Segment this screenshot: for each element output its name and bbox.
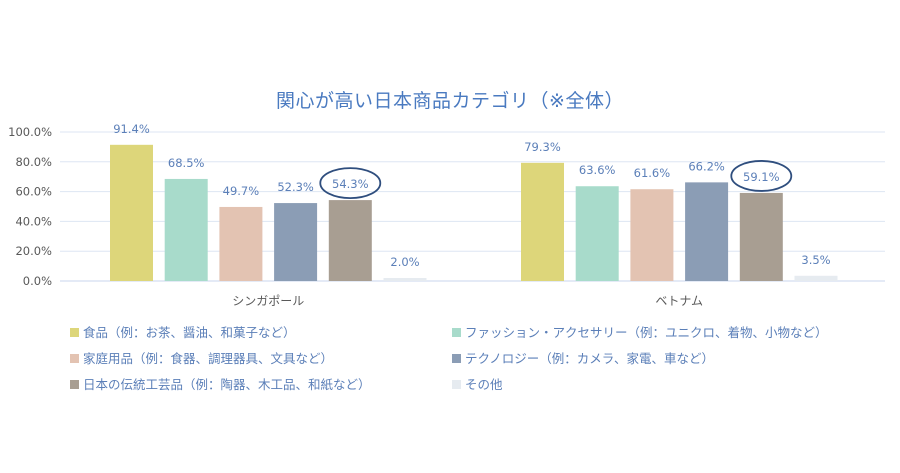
bar (685, 182, 729, 281)
chart-title: 関心が高い日本商品カテゴリ（※全体） (276, 90, 624, 112)
legend-swatch (452, 380, 461, 389)
legend-swatch (452, 328, 461, 337)
legend-item: その他 (452, 374, 503, 393)
legend-label: テクノロジー（例：カメラ、家電、車など） (465, 351, 715, 366)
bar (521, 162, 564, 281)
data-label: 79.3% (524, 140, 561, 154)
data-label: 49.7% (223, 184, 260, 198)
legend-label: ファッション・アクセサリー（例：ユニクロ、着物、小物など） (465, 325, 828, 340)
x-category-label: ベトナム (655, 294, 703, 308)
data-label: 54.3% (332, 177, 369, 191)
bar (328, 200, 372, 281)
legend-item: テクノロジー（例：カメラ、家電、車など） (452, 348, 714, 367)
y-tick-label: 0.0% (23, 274, 52, 288)
legend-swatch (70, 328, 79, 337)
legend-item: ファッション・アクセサリー（例：ユニクロ、着物、小物など） (452, 322, 828, 341)
legend-swatch (70, 354, 79, 363)
data-label: 91.4% (113, 122, 150, 136)
bar (575, 186, 619, 281)
legend-item: 食品（例：お茶、醤油、和菓子など） (70, 322, 296, 341)
data-label: 59.1% (743, 170, 780, 184)
y-tick-label: 40.0% (15, 214, 52, 228)
data-label: 3.5% (801, 253, 830, 267)
legend-label: 日本の伝統工芸品（例：陶器、木工品、和紙など） (83, 377, 371, 392)
highlight-circle (730, 160, 793, 192)
legend-swatch (70, 380, 79, 389)
legend-label: 食品（例：お茶、醤油、和菓子など） (83, 325, 296, 340)
bar (794, 275, 838, 281)
bar (383, 278, 427, 281)
bar (274, 203, 318, 281)
bar (630, 189, 674, 281)
data-label: 68.5% (168, 156, 205, 170)
y-tick-label: 100.0% (8, 125, 52, 139)
bar (739, 192, 783, 281)
legend-swatch (452, 354, 461, 363)
y-tick-label: 20.0% (15, 244, 52, 258)
bar (164, 178, 208, 281)
legend-label: 家庭用品（例：食器、調理器具、文具など） (83, 351, 334, 366)
data-label: 61.6% (634, 166, 671, 180)
data-label: 2.0% (390, 255, 419, 269)
highlight-circle (319, 167, 382, 199)
x-category-label: シンガポール (232, 294, 304, 308)
data-label: 66.2% (688, 159, 725, 173)
legend-label: その他 (465, 377, 503, 392)
data-label: 63.6% (579, 163, 616, 177)
bar (219, 206, 263, 281)
y-tick-label: 60.0% (15, 185, 52, 199)
y-tick-label: 80.0% (15, 155, 52, 169)
data-label: 52.3% (277, 180, 314, 194)
bar (110, 144, 153, 281)
legend-item: 家庭用品（例：食器、調理器具、文具など） (70, 348, 333, 367)
legend-item: 日本の伝統工芸品（例：陶器、木工品、和紙など） (70, 374, 371, 393)
